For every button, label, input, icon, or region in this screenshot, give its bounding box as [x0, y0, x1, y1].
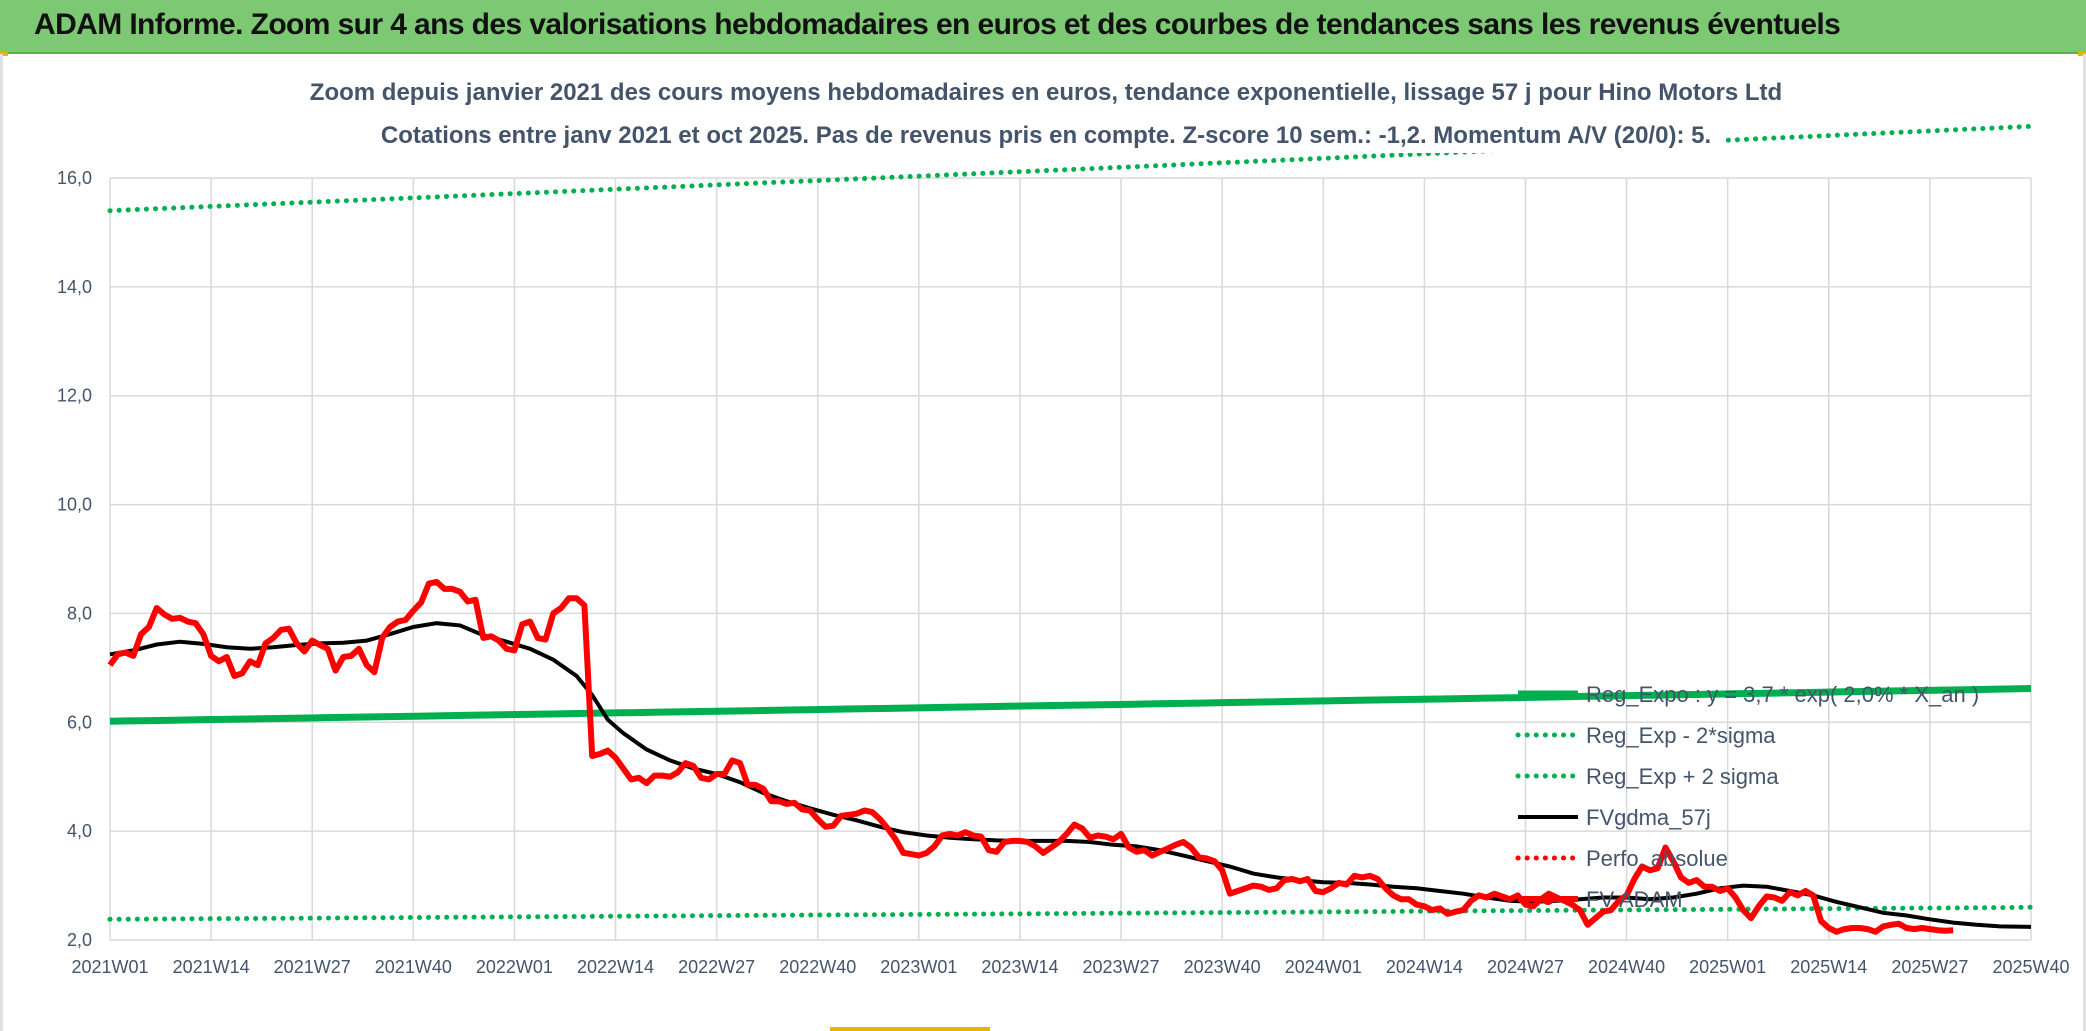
report-banner: ADAM Informe. Zoom sur 4 ans des valoris… — [0, 0, 2086, 54]
chart-area: 16,0 14,0 12,0 10,0 8,0 6,0 4,0 2,0 2021W01 2021… — [0, 54, 2086, 1031]
series-layer — [107, 123, 2034, 935]
x-tick-label: 2025W27 — [1891, 957, 1968, 977]
title-mask — [297, 75, 1795, 110]
bottom-accent — [830, 1027, 990, 1031]
x-tick-label: 2023W27 — [1083, 957, 1160, 977]
fv-adam-line — [107, 578, 1954, 935]
chart-subtitle: Cotations entre janv 2021 et oct 2025. P… — [381, 122, 1711, 149]
reg-exp-minus-2sigma-line — [107, 904, 2034, 922]
legend-label: Perfo. absolue — [1586, 846, 1728, 871]
x-tick-label: 2025W14 — [1790, 957, 1867, 977]
y-axis: 16,0 14,0 12,0 10,0 8,0 6,0 4,0 2,0 — [57, 168, 92, 950]
x-tick-label: 2021W27 — [274, 957, 351, 977]
x-tick-label: 2024W27 — [1487, 957, 1564, 977]
chart-title: Zoom depuis janvier 2021 des cours moyen… — [310, 79, 1782, 106]
legend-marker — [1542, 893, 1554, 905]
x-tick-label: 2022W01 — [476, 957, 553, 977]
legend-label: Reg_Expo : y = 3,7 * exp( 2,0% * X_an ) — [1586, 682, 1979, 707]
y-tick-label: 12,0 — [57, 386, 92, 406]
reg-expo-line — [109, 685, 2032, 725]
x-tick-label: 2025W40 — [1992, 957, 2069, 977]
grid — [109, 177, 2032, 941]
legend-label: Reg_Exp - 2*sigma — [1586, 723, 1776, 748]
y-tick-label: 14,0 — [57, 277, 92, 297]
x-tick-label: 2021W40 — [375, 957, 452, 977]
x-tick-label: 2023W01 — [880, 957, 957, 977]
legend-label: FVgdma_57j — [1586, 805, 1711, 830]
corner-accent-right — [2078, 52, 2086, 56]
fvgdma-57j-line — [109, 621, 2032, 929]
x-tick-label: 2022W14 — [577, 957, 654, 977]
y-tick-label: 6,0 — [67, 712, 92, 732]
y-tick-label: 8,0 — [67, 603, 92, 623]
x-tick-label: 2021W01 — [71, 957, 148, 977]
y-tick-label: 10,0 — [57, 495, 92, 515]
legend-label: FV ADAM — [1586, 887, 1683, 912]
legend-label: Reg_Exp + 2 sigma — [1586, 764, 1779, 789]
x-axis: 2021W01 2021W14 2021W27 2021W40 2022W01 2022W… — [71, 957, 2069, 977]
corner-accent-left — [0, 52, 8, 56]
x-tick-label: 2023W14 — [981, 957, 1058, 977]
x-tick-label: 2022W40 — [779, 957, 856, 977]
legend: Reg_Expo : y = 3,7 * exp( 2,0% * X_an ) R… — [1515, 682, 1979, 912]
y-tick-label: 2,0 — [67, 930, 92, 950]
x-tick-label: 2023W40 — [1184, 957, 1261, 977]
x-tick-label: 2024W01 — [1285, 957, 1362, 977]
title-mask — [368, 118, 1724, 153]
y-tick-label: 4,0 — [67, 821, 92, 841]
x-tick-label: 2024W40 — [1588, 957, 1665, 977]
x-tick-label: 2022W27 — [678, 957, 755, 977]
banner-title: ADAM Informe. Zoom sur 4 ans des valoris… — [34, 8, 1841, 41]
x-tick-label: 2021W14 — [173, 957, 250, 977]
line-chart: 16,014,012,010,08,06,04,02,0 2021W01 2021… — [57, 75, 2070, 977]
x-tick-label: 2024W14 — [1386, 957, 1463, 977]
x-tick-label: 2025W01 — [1689, 957, 1766, 977]
y-tick-label: 16,0 — [57, 168, 92, 188]
